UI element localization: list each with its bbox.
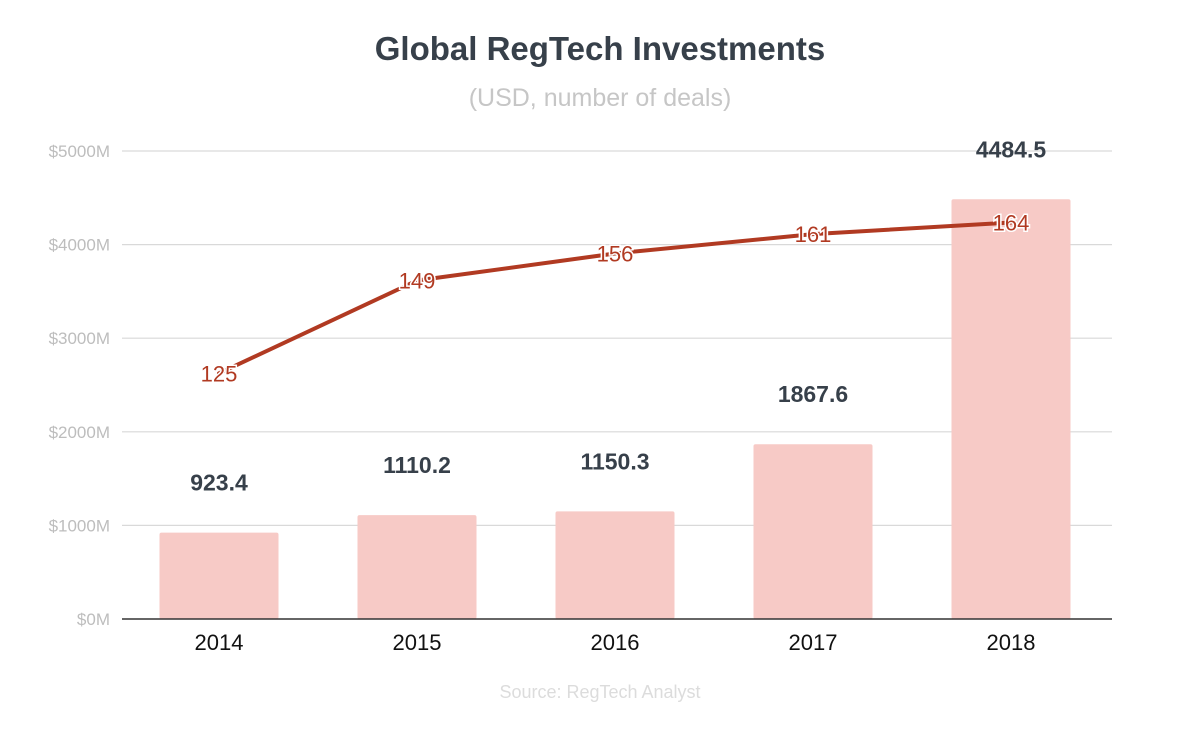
bar-value-label: 1110.2 <box>383 452 451 478</box>
bar <box>555 511 675 619</box>
x-tick-label: 2014 <box>195 630 244 655</box>
y-tick-label: $2000M <box>49 423 110 442</box>
bar <box>753 444 873 619</box>
line-value-label: 156 <box>597 241 634 266</box>
chart-subtitle: (USD, number of deals) <box>468 84 732 112</box>
bar-value-label: 1867.6 <box>778 381 848 407</box>
line-value-label: 125 <box>201 361 238 386</box>
x-tick-label: 2016 <box>591 630 640 655</box>
bar <box>357 515 477 619</box>
bar <box>159 532 279 619</box>
line-value-label: 164 <box>993 211 1030 236</box>
bar-value-label: 923.4 <box>190 470 248 496</box>
bar <box>951 199 1071 619</box>
bar-value-label: 4484.5 <box>976 136 1047 162</box>
y-tick-label: $4000M <box>49 236 110 255</box>
source-note: Source: RegTech Analyst <box>499 682 701 702</box>
x-tick-label: 2017 <box>789 630 838 655</box>
deals-line <box>217 220 1013 376</box>
chart-title: Global RegTech Investments <box>374 30 826 67</box>
line-value-label: 149 <box>399 269 436 294</box>
x-tick-label: 2018 <box>987 630 1036 655</box>
y-tick-label: $0M <box>77 610 110 629</box>
x-tick-label: 2015 <box>393 630 442 655</box>
line-value-label: 161 <box>795 222 832 247</box>
y-tick-label: $5000M <box>49 142 110 161</box>
y-tick-label: $1000M <box>49 516 110 535</box>
bar-value-label: 1150.3 <box>580 448 649 474</box>
y-tick-label: $3000M <box>49 329 110 348</box>
